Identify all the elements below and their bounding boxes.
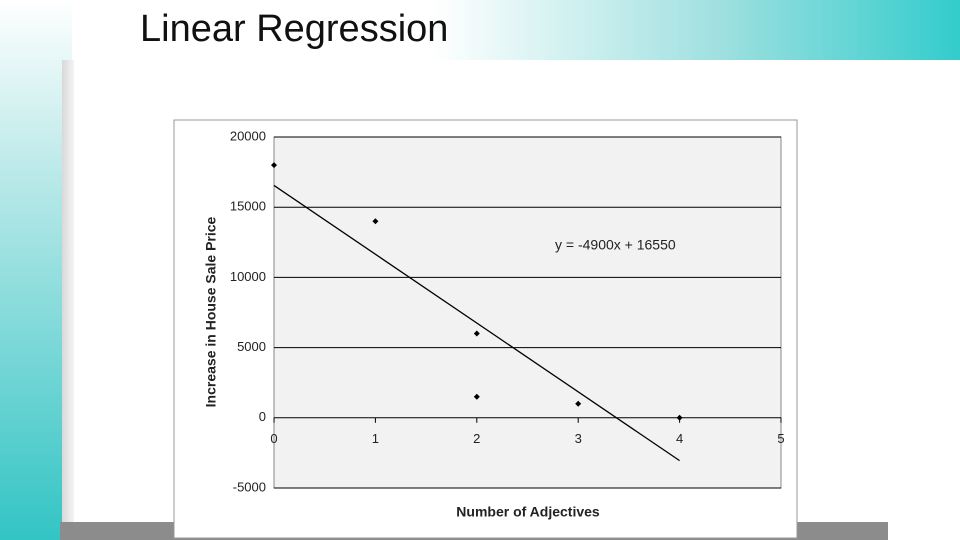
sidebar-edge: [62, 60, 74, 540]
slide-title: Linear Regression: [140, 8, 449, 50]
y-axis-label: Increase in House Sale Price: [203, 216, 219, 407]
banner: [0, 0, 960, 60]
y-tick-label: 0: [259, 409, 266, 424]
trendline: [273, 184, 680, 462]
x-tick-label: 0: [270, 431, 277, 446]
x-tick-label: 1: [372, 431, 379, 446]
point: [575, 400, 582, 407]
point: [676, 414, 683, 421]
x-tick-label: 2: [473, 431, 480, 446]
y-tick-label: 15000: [230, 199, 266, 214]
x-tick-label: 4: [676, 431, 683, 446]
trendline-equation: y = -4900x + 16550: [555, 237, 676, 253]
y-tick-label: 20000: [230, 128, 266, 143]
y-tick-label: -5000: [233, 479, 266, 494]
point: [473, 393, 480, 400]
y-tick-label: 5000: [237, 339, 266, 354]
x-tick-label: 3: [575, 431, 582, 446]
x-tick-label: 5: [777, 431, 784, 446]
point: [372, 218, 379, 225]
x-axis-label: Number of Adjectives: [456, 504, 600, 520]
point: [271, 162, 277, 169]
sidebar: [0, 0, 72, 540]
point: [473, 330, 480, 337]
y-tick-label: 10000: [230, 269, 266, 284]
plot-area: [273, 136, 782, 489]
